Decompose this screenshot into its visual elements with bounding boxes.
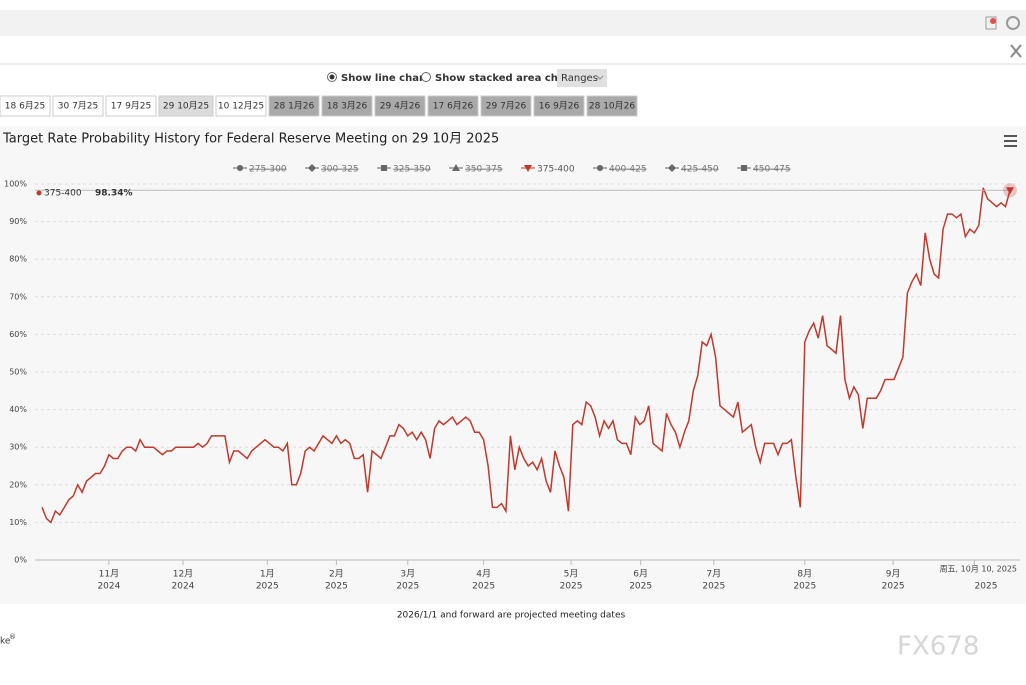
x-tick-label: 7月 <box>706 569 721 580</box>
x-tick-year: 2025 <box>629 582 652 592</box>
y-tick-label: 90% <box>9 217 27 226</box>
end-marker <box>1006 187 1014 195</box>
series-line <box>41 187 1011 524</box>
legend-marker <box>668 164 676 172</box>
x-tick-year: 2025 <box>472 582 495 592</box>
x-tick-year: 2025 <box>256 582 279 592</box>
x-tick-label: 8月 <box>797 569 812 580</box>
meeting-tab[interactable] <box>321 95 373 117</box>
tab-label[interactable]: 18 6月25 <box>5 101 46 112</box>
y-tick-label: 30% <box>9 443 27 452</box>
tab-label[interactable]: 29 4月26 <box>380 101 421 112</box>
tab-label[interactable]: 28 1月26 <box>274 101 315 112</box>
meeting-tab[interactable] <box>52 95 104 117</box>
tab-label[interactable]: 29 10月25 <box>163 101 209 112</box>
tab-label[interactable]: 17 6月26 <box>433 101 474 112</box>
tab-label[interactable]: 29 7月26 <box>486 101 527 112</box>
meeting-tab[interactable] <box>427 95 479 117</box>
legend-marker <box>381 165 387 171</box>
y-tick-label: 0% <box>14 556 27 565</box>
meeting-tab[interactable] <box>533 95 585 117</box>
tab-label[interactable]: 28 10月26 <box>589 101 635 112</box>
y-tick-label: 70% <box>9 292 27 301</box>
legend-label[interactable]: 275-300 <box>249 165 287 175</box>
tab-label[interactable]: 18 3月26 <box>327 101 368 112</box>
refresh-icon[interactable] <box>1006 16 1020 30</box>
x-tick-year: 2025 <box>975 582 998 592</box>
meeting-tab[interactable] <box>268 95 320 117</box>
x-tick-year: 2024 <box>172 582 195 592</box>
legend-label[interactable]: 375-400 <box>537 165 575 175</box>
legend-label[interactable]: 325-350 <box>393 165 431 175</box>
y-tick-label: 40% <box>9 405 27 414</box>
legend-label[interactable]: 400-425 <box>609 165 647 175</box>
tab-label[interactable]: 17 9月25 <box>111 101 152 112</box>
export-icon[interactable] <box>985 16 997 30</box>
close-button[interactable] <box>1010 44 1022 58</box>
line-radio[interactable] <box>327 72 337 82</box>
footnote: 2026/1/1 and forward are projected meeti… <box>397 611 626 621</box>
x-tick-label: 11月 <box>99 569 119 580</box>
area-radio[interactable] <box>421 72 431 82</box>
legend-label[interactable]: 350-375 <box>465 165 503 175</box>
watermark: FX678 <box>897 632 979 662</box>
legend-label[interactable]: 425-450 <box>681 165 719 175</box>
y-tick-label: 50% <box>9 368 27 377</box>
meeting-tab[interactable] <box>158 95 214 117</box>
tab-label[interactable]: 30 7月25 <box>58 101 99 112</box>
meeting-tab[interactable] <box>480 95 532 117</box>
legend-marker <box>237 165 243 171</box>
tooltip-name: 375-400 <box>44 189 82 199</box>
radio-label[interactable]: Show line chart <box>341 73 429 84</box>
meeting-tab[interactable] <box>215 95 267 117</box>
meeting-tab[interactable] <box>586 95 638 117</box>
x-tick-year: 2025 <box>325 582 348 592</box>
tab-label[interactable]: 10 12月25 <box>218 101 264 112</box>
x-tick-label: 9月 <box>886 569 901 580</box>
chart-background <box>0 126 1026 604</box>
x-tick-label: 1月 <box>260 569 275 580</box>
x-tick-year: 2025 <box>793 582 816 592</box>
y-tick-label: 20% <box>9 480 27 489</box>
legend-marker <box>524 165 532 172</box>
x-tick-year: 2025 <box>702 582 725 592</box>
x-tick-label: 6月 <box>633 569 648 580</box>
y-tick-label: 60% <box>9 330 27 339</box>
y-tick-label: 10% <box>9 518 27 527</box>
ranges-dropdown[interactable] <box>557 69 607 87</box>
x-tick-label: 4月 <box>476 569 491 580</box>
radio-label[interactable]: Show stacked area chart <box>435 73 575 84</box>
legend-marker <box>597 165 603 171</box>
dropdown-label[interactable]: Ranges <box>561 73 598 84</box>
dropdown-arrow <box>596 75 604 80</box>
x-tick-label: 2月 <box>329 569 344 580</box>
tooltip-value: 98.34% <box>95 189 133 199</box>
meeting-tab[interactable] <box>0 95 51 117</box>
x-tick-year: 2025 <box>560 582 583 592</box>
legend-marker <box>741 165 747 171</box>
meeting-tab[interactable] <box>374 95 426 117</box>
x-tick-label: 3月 <box>400 569 415 580</box>
x-tick-year: 2024 <box>97 582 120 592</box>
x-tick-year: 2025 <box>396 582 419 592</box>
legend-marker <box>452 164 460 171</box>
tab-label[interactable]: 16 9月26 <box>539 101 580 112</box>
brand: ke <box>0 637 11 647</box>
y-tick-label: 100% <box>4 180 27 189</box>
x-tick-label: 5月 <box>564 569 579 580</box>
x-tick-year: 2025 <box>882 582 905 592</box>
brand-mark: ® <box>9 633 16 641</box>
y-tick-label: 80% <box>9 255 27 264</box>
legend-label[interactable]: 300-325 <box>321 165 359 175</box>
top-bar <box>0 10 1026 36</box>
x-tick-label: 12月 <box>173 569 193 580</box>
legend-label[interactable]: 450-475 <box>753 165 791 175</box>
meeting-tab[interactable] <box>105 95 157 117</box>
chart-title: Target Rate Probability History for Fede… <box>2 132 499 147</box>
x-tick-label: 周五, 10月 10, 2025 <box>940 565 1017 574</box>
legend-marker <box>308 164 316 172</box>
tooltip-dot <box>36 190 42 196</box>
menu-icon[interactable] <box>1004 135 1017 147</box>
